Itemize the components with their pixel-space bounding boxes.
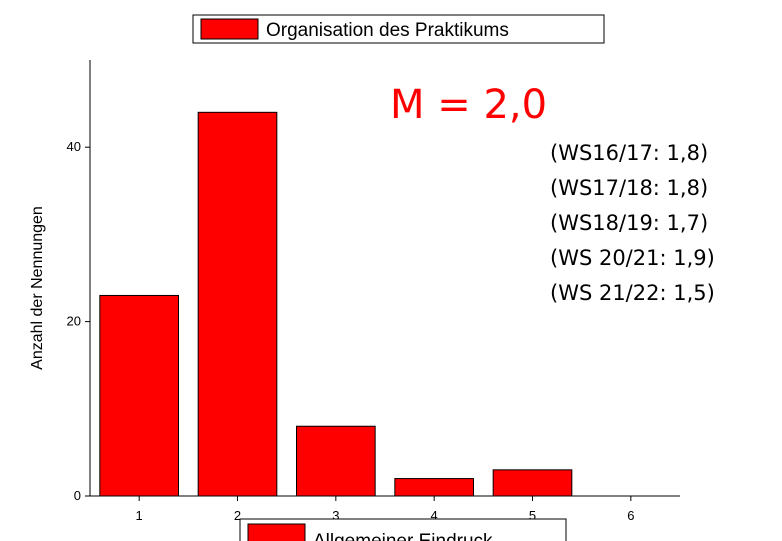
- y-axis-label: Anzahl der Nennungen: [29, 206, 46, 370]
- bar: [99, 294, 179, 497]
- annotation: (WS 20/21: 1,9): [550, 246, 715, 270]
- annotation: M = 2,0: [390, 82, 547, 128]
- annotation: (WS18/19: 1,7): [550, 211, 708, 235]
- x-tick-label: 3: [332, 508, 339, 523]
- legend-box: [192, 14, 605, 44]
- legend-label: Allgemeiner Eindruck: [313, 531, 493, 541]
- x-tick-label: 6: [627, 508, 634, 523]
- x-tick-label: 1: [136, 508, 143, 523]
- x-tick-label: 4: [431, 508, 438, 523]
- x-tick-label: 5: [529, 508, 536, 523]
- y-tick-label: 0: [74, 488, 81, 503]
- bar: [492, 469, 573, 497]
- x-tick-label: 2: [234, 508, 241, 523]
- y-tick-label: 40: [67, 139, 81, 154]
- legend-box: [239, 518, 567, 541]
- annotation: (WS 21/22: 1,5): [550, 281, 715, 305]
- legend-label: Organisation des Praktikums: [266, 20, 509, 41]
- bar: [394, 478, 475, 497]
- y-tick-label: 20: [67, 314, 81, 329]
- annotation: (WS16/17: 1,8): [550, 141, 708, 165]
- bar: [296, 425, 376, 497]
- legend-swatch: [247, 523, 306, 541]
- bar: [197, 111, 278, 497]
- annotation: (WS17/18: 1,8): [550, 176, 708, 200]
- legend-swatch: [200, 18, 259, 40]
